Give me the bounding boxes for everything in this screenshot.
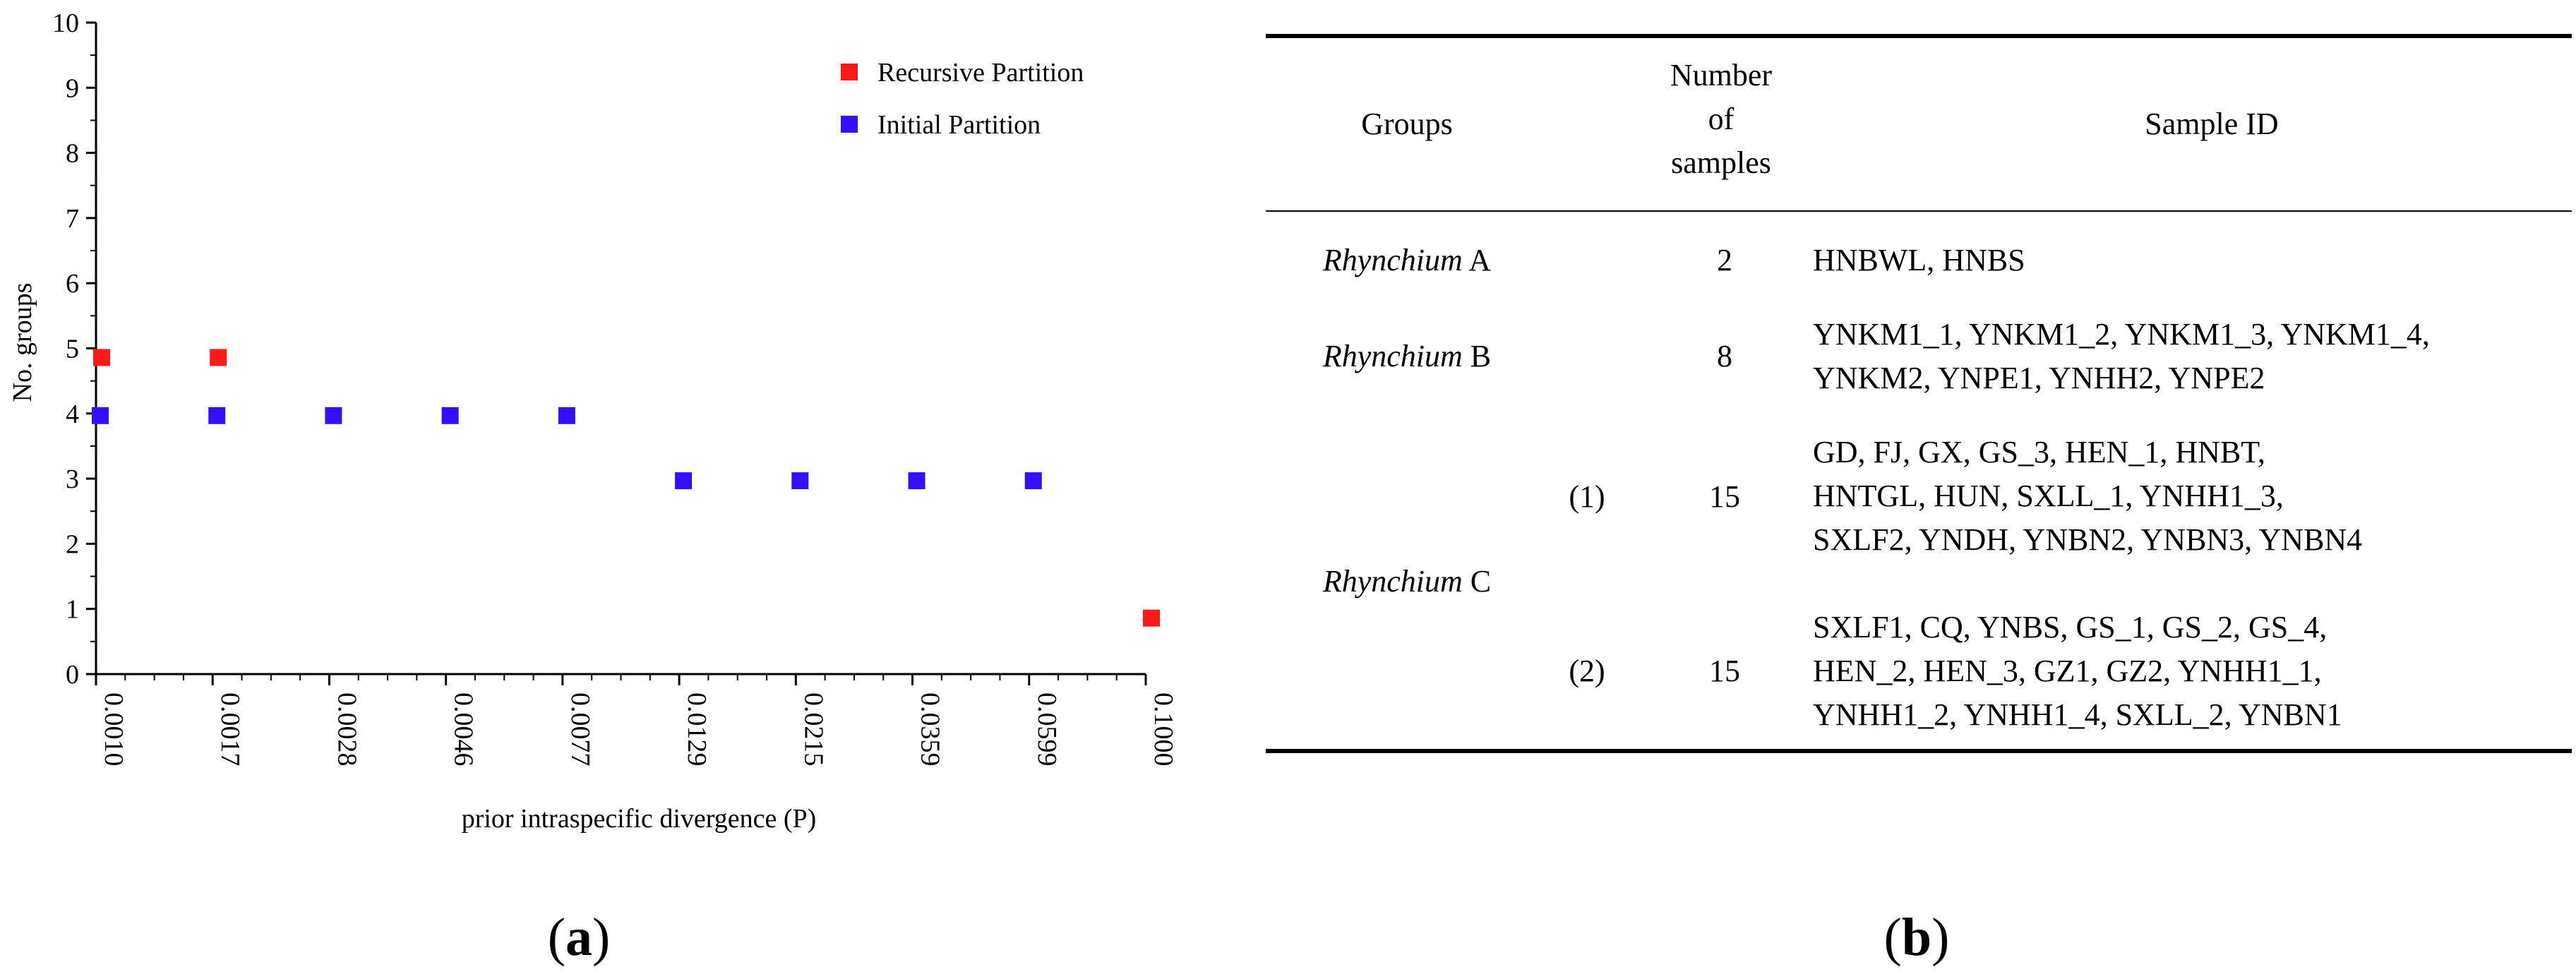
data-point-initial-partition xyxy=(908,472,925,490)
table-row-a-samples: HNBWL, HNBS xyxy=(1813,243,2025,277)
table-row-c2-label: (2) xyxy=(1569,654,1605,688)
table-header-rule xyxy=(1266,210,2572,212)
x-tick-label: 0.0010 xyxy=(99,692,128,767)
x-axis-label: prior intraspecific divergence (P) xyxy=(462,804,817,834)
data-point-initial-partition xyxy=(208,407,226,424)
header-number-of-samples: Number of samples xyxy=(1670,58,1773,180)
table-row-a-number: 2 xyxy=(1717,243,1732,277)
table-row-b-samples: YNKM1_1, YNKM1_2, YNKM1_3, YNKM1_4, YNKM… xyxy=(1813,317,2430,395)
table-top-rule xyxy=(1266,34,2572,38)
x-tick-label: 0.0359 xyxy=(916,692,945,767)
data-point-recursive-partition xyxy=(1143,609,1160,627)
legend-label: Recursive Partition xyxy=(877,58,1084,88)
y-tick-label: 9 xyxy=(66,73,79,103)
table-row-b-group: Rhynchium B xyxy=(1322,339,1492,373)
x-tick-label: 0.0046 xyxy=(449,692,479,767)
data-point-initial-partition xyxy=(92,407,109,424)
x-tick-label: 0.0129 xyxy=(682,692,712,767)
x-tick-label: 0.0028 xyxy=(332,692,361,767)
table-row-c2-number: 15 xyxy=(1709,654,1740,688)
table-row-c2-samples: SXLF1, CQ, YNBS, GS_1, GS_2, GS_4, HEN_2… xyxy=(1813,610,2342,732)
x-tick-label: 0.0017 xyxy=(215,692,245,767)
table-row-c1-number: 15 xyxy=(1709,479,1740,514)
y-axis-label: No. groups xyxy=(8,283,37,402)
header-sample-id: Sample ID xyxy=(2145,107,2279,141)
y-tick-label: 6 xyxy=(66,269,79,299)
y-tick-label: 5 xyxy=(66,335,79,364)
data-points xyxy=(92,349,1160,627)
y-tick-label: 7 xyxy=(66,204,79,234)
table-row-c1-label: (1) xyxy=(1569,479,1605,514)
data-point-initial-partition xyxy=(441,407,459,424)
x-tick-label: 0.1000 xyxy=(1149,692,1178,767)
y-tick-label: 10 xyxy=(52,8,79,38)
data-point-initial-partition xyxy=(1024,472,1042,490)
header-groups: Groups xyxy=(1361,107,1453,141)
x-tick-label: 0.0599 xyxy=(1032,692,1062,767)
y-tick-label: 0 xyxy=(66,660,79,690)
table-row-c-group: Rhynchium C xyxy=(1322,564,1492,599)
tick-labels: 0 1 2 3 4 5 6 7 8 9 10 0.0010 0.0017 0.0028 0.0046 0.00… xyxy=(52,8,1178,767)
data-point-initial-partition xyxy=(791,472,809,490)
panel-a-caption: (a) xyxy=(547,908,611,967)
legend-label: Initial Partition xyxy=(877,110,1041,140)
data-point-recursive-partition xyxy=(210,349,227,366)
y-tick-label: 8 xyxy=(66,139,79,169)
legend-swatch xyxy=(841,116,858,133)
y-tick-label: 3 xyxy=(66,464,79,494)
scatter-chart: 0 1 2 3 4 5 6 7 8 9 10 0.0010 0.0017 0.0028 0.0046 0.00… xyxy=(8,8,1178,834)
y-tick-label: 4 xyxy=(66,400,79,429)
data-point-initial-partition xyxy=(675,472,693,490)
table-row-a-group: Rhynchium A xyxy=(1322,243,1492,277)
table-row-c1-samples: GD, FJ, GX, GS_3, HEN_1, HNBT, HNTGL, HU… xyxy=(1813,435,2363,557)
x-tick-label: 0.0077 xyxy=(565,692,595,767)
data-point-recursive-partition xyxy=(93,349,110,366)
legend-swatch xyxy=(841,64,858,80)
y-tick-label: 1 xyxy=(66,595,79,625)
table-bottom-rule xyxy=(1266,749,2572,753)
y-tick-label: 2 xyxy=(66,529,79,559)
table-row-b-number: 8 xyxy=(1717,339,1732,373)
x-tick-label: 0.0215 xyxy=(798,692,828,767)
panel-b-caption: (b) xyxy=(1883,908,1950,967)
data-point-initial-partition xyxy=(325,407,342,424)
legend: Recursive Partition Initial Partition xyxy=(841,58,1084,140)
data-point-initial-partition xyxy=(558,407,575,424)
axes xyxy=(86,21,1147,685)
